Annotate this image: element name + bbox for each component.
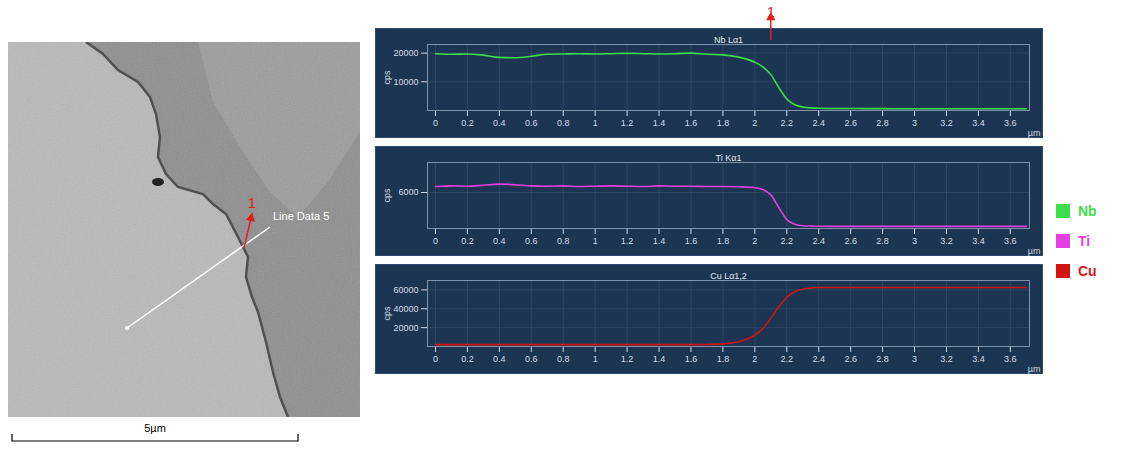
svg-text:1.8: 1.8 [717, 118, 730, 128]
svg-text:20000: 20000 [393, 48, 418, 58]
svg-text:3.4: 3.4 [972, 118, 985, 128]
svg-text:1: 1 [593, 118, 598, 128]
svg-text:1: 1 [593, 354, 598, 364]
svg-text:1.6: 1.6 [685, 354, 698, 364]
svg-text:cps: cps [382, 306, 392, 321]
svg-text:3.4: 3.4 [972, 236, 985, 246]
svg-text:1.2: 1.2 [621, 236, 634, 246]
html-text:Cu: Cu [1078, 263, 1097, 279]
svg-text:1: 1 [593, 236, 598, 246]
svg-text:0: 0 [433, 354, 438, 364]
svg-text:40000: 40000 [393, 304, 418, 314]
svg-text:µm: µm [1028, 246, 1041, 256]
svg-text:1.4: 1.4 [653, 236, 666, 246]
svg-text:2.2: 2.2 [781, 354, 794, 364]
svg-text:0: 0 [433, 236, 438, 246]
svg-text:0.6: 0.6 [525, 118, 538, 128]
svg-text:0.2: 0.2 [461, 354, 474, 364]
svg-text:0.8: 0.8 [557, 236, 570, 246]
svg-text:2.4: 2.4 [812, 354, 825, 364]
svg-text:2.8: 2.8 [876, 354, 889, 364]
svg-text:3: 3 [912, 354, 917, 364]
svg-text:0.8: 0.8 [557, 354, 570, 364]
svg-text:3.6: 3.6 [1004, 354, 1017, 364]
svg-text:5µm: 5µm [144, 422, 166, 434]
svg-text:3.4: 3.4 [972, 354, 985, 364]
svg-text:3: 3 [912, 118, 917, 128]
svg-text:0.2: 0.2 [461, 118, 474, 128]
svg-text:Nb Lα1: Nb Lα1 [714, 35, 743, 45]
svg-text:0.4: 0.4 [493, 354, 506, 364]
svg-text:1.2: 1.2 [621, 118, 634, 128]
svg-text:1: 1 [767, 3, 775, 20]
svg-text:1.2: 1.2 [621, 354, 634, 364]
svg-text:2.6: 2.6 [844, 236, 857, 246]
svg-text:20000: 20000 [393, 323, 418, 333]
svg-text:cps: cps [382, 188, 392, 203]
svg-text:2.2: 2.2 [781, 236, 794, 246]
svg-text:0.6: 0.6 [525, 354, 538, 364]
svg-text:3: 3 [912, 236, 917, 246]
svg-text:2: 2 [752, 118, 757, 128]
svg-text:2.2: 2.2 [781, 118, 794, 128]
svg-text:3.2: 3.2 [940, 118, 953, 128]
svg-text:Ti Kα1: Ti Kα1 [716, 153, 742, 163]
svg-text:1.4: 1.4 [653, 354, 666, 364]
svg-text:2.6: 2.6 [844, 354, 857, 364]
svg-text:Cu Lα1,2: Cu Lα1,2 [710, 271, 747, 281]
svg-text:2: 2 [752, 354, 757, 364]
svg-text:2: 2 [752, 236, 757, 246]
svg-text:Line Data 5: Line Data 5 [273, 210, 329, 222]
svg-text:1.8: 1.8 [717, 354, 730, 364]
svg-text:µm: µm [1028, 128, 1041, 138]
svg-text:3.6: 3.6 [1004, 118, 1017, 128]
svg-text:cps: cps [382, 70, 392, 85]
svg-text:3.6: 3.6 [1004, 236, 1017, 246]
svg-text:60000: 60000 [393, 285, 418, 295]
svg-text:2.4: 2.4 [812, 118, 825, 128]
svg-text:1: 1 [248, 194, 256, 211]
svg-text:6000: 6000 [398, 187, 418, 197]
svg-text:3.2: 3.2 [940, 354, 953, 364]
svg-text:2.6: 2.6 [844, 118, 857, 128]
svg-text:0.4: 0.4 [493, 236, 506, 246]
svg-text:0.6: 0.6 [525, 236, 538, 246]
svg-text:2.8: 2.8 [876, 118, 889, 128]
svg-text:1.6: 1.6 [685, 236, 698, 246]
svg-text:10000: 10000 [393, 77, 418, 87]
svg-text:0.4: 0.4 [493, 118, 506, 128]
html-text:Nb: Nb [1078, 203, 1097, 219]
svg-text:1.8: 1.8 [717, 236, 730, 246]
svg-text:1.4: 1.4 [653, 118, 666, 128]
svg-text:1.6: 1.6 [685, 118, 698, 128]
svg-text:0.8: 0.8 [557, 118, 570, 128]
svg-text:3.2: 3.2 [940, 236, 953, 246]
svg-text:0: 0 [433, 118, 438, 128]
svg-text:0.2: 0.2 [461, 236, 474, 246]
svg-text:2.4: 2.4 [812, 236, 825, 246]
html-text:Ti: Ti [1078, 233, 1091, 249]
svg-text:µm: µm [1028, 364, 1041, 374]
svg-text:2.8: 2.8 [876, 236, 889, 246]
